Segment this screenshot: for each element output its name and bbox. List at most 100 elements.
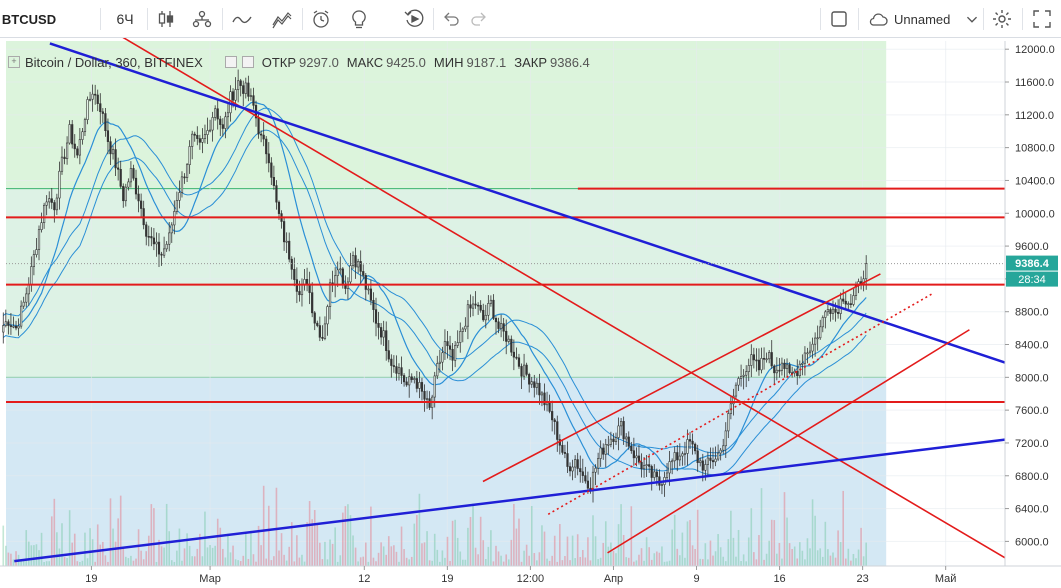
candles-icon[interactable] <box>152 0 180 38</box>
candle-body <box>420 382 424 392</box>
alert-icon[interactable] <box>307 0 335 38</box>
volume-bar <box>666 561 668 566</box>
candle-body <box>632 450 635 459</box>
layout-name[interactable]: Unnamed <box>894 11 951 27</box>
candle-body <box>288 240 291 260</box>
candle-body <box>377 323 380 328</box>
volume-bar <box>727 539 730 566</box>
redo-icon[interactable] <box>466 0 492 38</box>
candle-body <box>7 321 10 326</box>
candle-body <box>492 299 495 319</box>
replay-icon[interactable] <box>400 0 428 38</box>
candle-body <box>568 466 572 472</box>
volume-bar <box>604 521 607 566</box>
chevron-down-icon[interactable] <box>962 0 982 38</box>
candle-body <box>229 91 232 114</box>
volume-bar <box>201 556 204 566</box>
candle-body <box>147 236 150 238</box>
volume-bar <box>701 559 704 566</box>
volume-bar <box>490 530 492 566</box>
candle-body <box>780 362 784 371</box>
candle-body <box>788 364 791 373</box>
volume-bar <box>308 501 311 566</box>
candle-body <box>145 224 148 237</box>
candle-body <box>395 366 398 374</box>
dotted-support-line <box>547 292 935 516</box>
candle-body <box>354 255 357 268</box>
candle-body <box>157 241 161 255</box>
volume-bar <box>439 561 441 566</box>
volume-bar <box>451 520 454 566</box>
volume-bar <box>599 557 602 566</box>
volume-bar <box>732 537 735 566</box>
gear-icon[interactable] <box>988 0 1016 38</box>
compare-icon[interactable] <box>188 0 216 38</box>
volume-bar <box>50 516 53 566</box>
volume-bar <box>681 532 684 566</box>
volume-bar <box>331 543 334 566</box>
volume-bar <box>648 547 650 566</box>
volume-bar <box>408 559 410 566</box>
volume-bar <box>811 499 814 566</box>
volume-bar <box>222 548 224 566</box>
candle-body <box>234 89 237 101</box>
fullscreen-icon[interactable] <box>1028 0 1056 38</box>
price-chart[interactable]: 6000.0 6400.0 6800.0 7200.0 7600.0 8000.0 8400… <box>0 38 1061 588</box>
volume-bar <box>707 559 709 566</box>
volume-bar <box>507 559 510 566</box>
indicators-icon[interactable] <box>228 0 256 38</box>
candle-body <box>410 376 413 380</box>
volume-bar <box>145 551 148 566</box>
candle-body <box>428 398 431 408</box>
collapse-icon[interactable]: + <box>8 56 20 68</box>
candle-body <box>622 421 625 440</box>
candle-body <box>382 330 385 338</box>
candle-body <box>351 255 355 266</box>
candle-body <box>114 149 117 169</box>
candle-body <box>321 336 324 339</box>
square-icon[interactable] <box>826 0 852 38</box>
volume-bar <box>137 529 140 566</box>
volume-bar <box>306 522 308 566</box>
candle-body <box>175 200 178 212</box>
candle-body <box>25 293 28 303</box>
settings-icon[interactable] <box>241 56 254 68</box>
candle-body <box>819 326 822 339</box>
candle-body <box>99 103 102 113</box>
templates-icon[interactable] <box>268 0 296 38</box>
candle-body <box>244 82 247 94</box>
volume-bar <box>694 549 696 566</box>
volume-bar <box>502 561 505 566</box>
candle-body <box>711 460 715 463</box>
candle-body <box>364 275 367 290</box>
volume-bar <box>551 555 553 566</box>
volume-bar <box>66 558 68 566</box>
legend-title: Bitcoin / Dollar, 360, BITFINEX <box>25 54 203 70</box>
volume-bar <box>454 519 456 566</box>
symbol-selector[interactable]: BTCUSD <box>1 11 57 27</box>
volume-bar <box>832 552 834 566</box>
candle-body <box>785 364 789 369</box>
candle-body <box>466 304 470 327</box>
interval-selector[interactable]: 6Ч <box>116 11 134 27</box>
cloud-icon[interactable] <box>864 0 892 38</box>
candle-body <box>155 241 158 245</box>
candle-body <box>127 181 130 188</box>
volume-bar <box>587 537 589 566</box>
volume-bar <box>477 554 479 566</box>
candle-body <box>474 303 477 306</box>
eye-icon[interactable] <box>224 56 237 68</box>
candle-body <box>696 450 699 463</box>
candle-body <box>714 458 717 463</box>
candle-body <box>267 153 270 164</box>
undo-icon[interactable] <box>438 0 464 38</box>
candle-body <box>326 306 329 325</box>
idea-icon[interactable] <box>345 0 373 38</box>
candle-body <box>12 325 15 328</box>
candle-body <box>152 237 155 245</box>
volume-bar <box>742 554 745 566</box>
candle-body <box>17 325 20 329</box>
volume-bar <box>865 542 867 566</box>
volume-bar <box>86 558 89 566</box>
volume-bar <box>446 536 449 566</box>
